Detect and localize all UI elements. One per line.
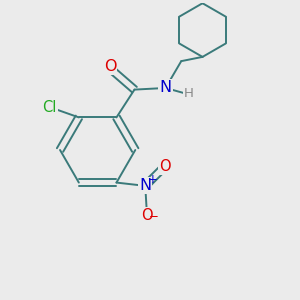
Text: N: N [160, 80, 172, 95]
Text: −: − [149, 210, 159, 224]
Text: Cl: Cl [42, 100, 57, 115]
Text: +: + [148, 173, 158, 187]
Text: N: N [139, 178, 151, 194]
Text: O: O [141, 208, 153, 223]
Text: H: H [184, 87, 194, 101]
Text: O: O [104, 59, 116, 74]
Text: O: O [159, 159, 171, 174]
